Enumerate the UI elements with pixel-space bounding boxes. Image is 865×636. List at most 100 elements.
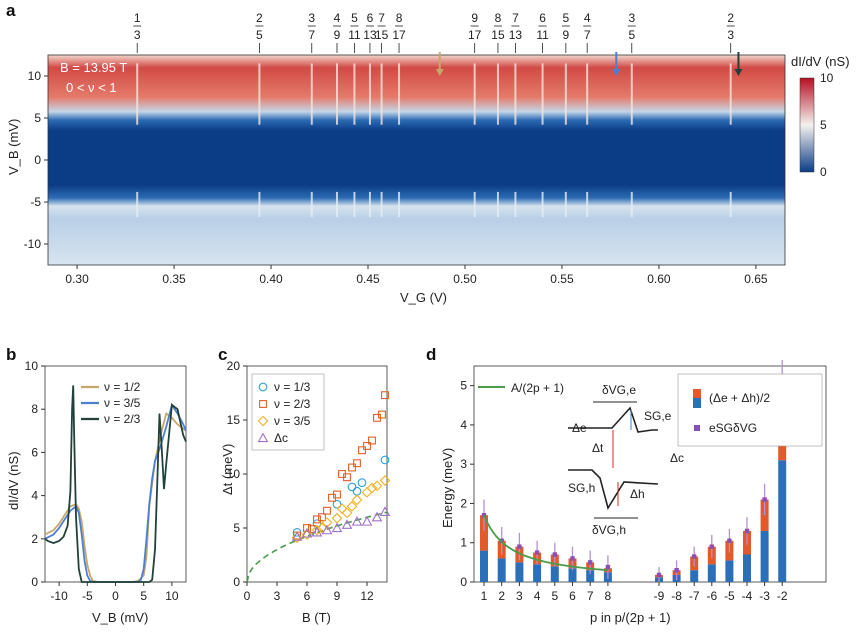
- heatmap-y-tick-label: 10: [28, 69, 42, 83]
- legend-label: A/(2p + 1): [511, 381, 564, 395]
- fraction-numerator: 4: [334, 11, 341, 25]
- data-point: [301, 527, 313, 538]
- heatmap-y-tick-label: 0: [34, 153, 41, 167]
- colorbar-tick-label: 10: [820, 71, 834, 85]
- legend-swatch: [693, 398, 701, 408]
- y-tick-label: 4: [31, 489, 38, 503]
- legend-label: Δc: [274, 431, 288, 445]
- data-point: [692, 554, 697, 559]
- panel-d-bars: [480, 360, 787, 582]
- heatmap-x-tick-label: 0.50: [453, 272, 477, 286]
- bar-blue: [568, 568, 577, 582]
- heatmap-x-tick-label: 0.45: [356, 272, 380, 286]
- colorbar-tick-label: 0: [820, 165, 827, 179]
- fraction-numerator: 6: [539, 11, 546, 25]
- series-line: [44, 402, 187, 583]
- series-line: [44, 411, 187, 583]
- panel-b-letter: b: [6, 345, 16, 364]
- colorbar-tick-label: 5: [820, 118, 827, 132]
- data-point: [371, 480, 383, 492]
- fraction-denominator: 13: [509, 28, 523, 42]
- x-tick-label: 0: [244, 589, 251, 603]
- y-tick-label: 10: [227, 467, 241, 481]
- heatmap-y-tick-label: 5: [34, 111, 41, 125]
- panel-d-y-label: Energy (meV): [440, 448, 455, 528]
- panel-c-series: [291, 391, 391, 544]
- x-tick-label: 12: [360, 589, 374, 603]
- bar-blue: [778, 460, 787, 582]
- data-point: [343, 473, 351, 482]
- inset-label: Δc: [670, 451, 684, 465]
- fraction-numerator: 8: [396, 11, 403, 25]
- x-tick-label: -4: [742, 589, 753, 603]
- fraction-numerator: 3: [628, 11, 635, 25]
- bar-blue: [480, 550, 488, 582]
- panel-d-fit: [483, 514, 608, 572]
- x-tick-label: -6: [706, 589, 717, 603]
- fraction-denominator: 3: [134, 28, 141, 42]
- data-point: [371, 511, 383, 522]
- marker-arrow-head: [612, 69, 621, 76]
- legend-swatch: [257, 432, 269, 443]
- inset-label: Δt: [592, 441, 604, 455]
- heatmap-x-tick-label: 0.65: [744, 272, 768, 286]
- marker-arrow-head: [734, 69, 743, 76]
- fraction-numerator: 3: [308, 11, 315, 25]
- data-point: [323, 506, 331, 515]
- fraction-numerator: 5: [351, 11, 358, 25]
- marker-arrow-head: [435, 69, 444, 76]
- y-tick-label: 15: [227, 413, 241, 427]
- heatmap-x-tick-label: 0.55: [550, 272, 574, 286]
- series-line: [44, 385, 187, 583]
- bar-blue: [533, 564, 542, 582]
- x-tick-label: 3: [274, 589, 281, 603]
- inset-label: δVG,h: [592, 523, 626, 537]
- x-tick-label: 7: [587, 589, 594, 603]
- data-point: [321, 517, 333, 528]
- panel-d-letter: d: [426, 345, 436, 364]
- bar-red: [480, 515, 488, 551]
- heatmap-y-tick-label: -10: [24, 237, 42, 251]
- data-point: [348, 463, 356, 472]
- fraction-numerator: 5: [562, 11, 569, 25]
- colorbar: [799, 77, 815, 173]
- data-point: [321, 524, 333, 535]
- heatmap-body: [48, 55, 785, 265]
- bar-blue: [690, 570, 699, 582]
- y-tick-label: 0: [233, 575, 240, 589]
- y-tick-label: 5: [233, 521, 240, 535]
- data-point: [316, 522, 328, 534]
- x-tick-label: -2: [777, 589, 788, 603]
- y-tick-label: 8: [31, 402, 38, 416]
- x-tick-label: -3: [759, 589, 770, 603]
- heatmap-filling-annotation: 0 < ν < 1: [66, 80, 117, 95]
- fraction-denominator: 11: [536, 28, 549, 42]
- x-tick-label: 9: [334, 589, 341, 603]
- panel-c-y-label: Δt (meV): [220, 444, 235, 495]
- legend-label: eSGδVG: [709, 421, 757, 435]
- data-point: [301, 529, 313, 540]
- heatmap-marker-arrows: [435, 52, 743, 76]
- data-point: [332, 499, 342, 509]
- data-point: [318, 513, 326, 522]
- panel-d-frame: [473, 365, 827, 583]
- panel-c-x-label: B (T): [302, 610, 331, 625]
- x-tick-label: 1: [481, 589, 488, 603]
- bar-blue: [550, 566, 559, 582]
- panel-c-legend: ν = 1/3 ν = 2/3 ν = 3/5 Δc: [251, 373, 325, 451]
- y-tick-label: 2: [31, 532, 38, 546]
- x-tick-label: 4: [534, 589, 541, 603]
- legend-label: ν = 2/3: [274, 397, 311, 411]
- data-point: [336, 503, 348, 514]
- x-tick-label: -5: [82, 589, 93, 603]
- fraction-denominator: 17: [392, 28, 406, 42]
- colorbar-label: dI/dV (nS): [791, 54, 850, 69]
- data-point: [308, 525, 316, 534]
- data-point: [313, 515, 321, 524]
- heatmap-x-tick-label: 0.30: [65, 272, 89, 286]
- legend-swatch: [693, 389, 701, 398]
- fraction-denominator: 13: [363, 28, 377, 42]
- inset-trace-top: [568, 406, 658, 433]
- panel-c-letter: c: [218, 345, 227, 364]
- data-point: [363, 441, 371, 450]
